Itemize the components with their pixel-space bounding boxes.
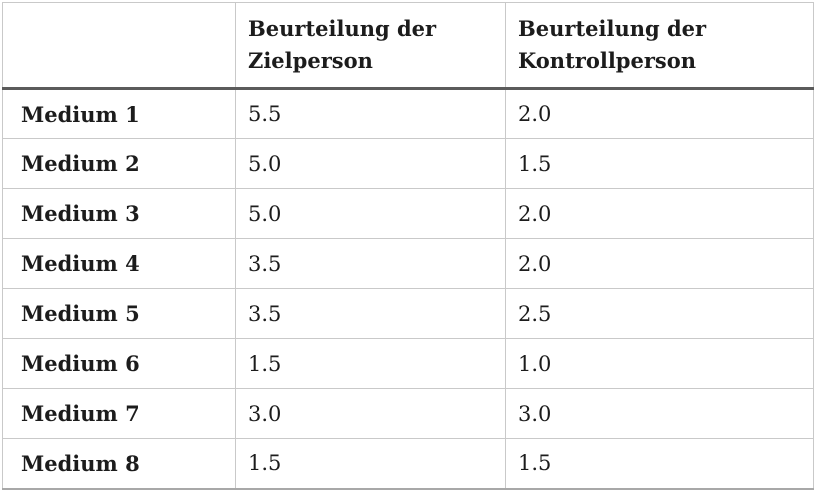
table-row: Medium 3 5.0 2.0 — [2, 188, 814, 239]
kontrollperson-value: 2.0 — [505, 238, 814, 289]
row-label: Medium 1 — [2, 88, 236, 139]
row-label: Medium 6 — [2, 338, 236, 389]
table-row: Medium 1 5.5 2.0 — [2, 88, 814, 139]
row-label: Medium 8 — [2, 438, 236, 489]
kontrollperson-value: 2.5 — [505, 288, 814, 339]
kontrollperson-value: 1.5 — [505, 438, 814, 489]
header-zielperson: Beurteilung der Zielperson — [235, 2, 506, 90]
kontrollperson-value: 3.0 — [505, 388, 814, 439]
zielperson-value: 5.0 — [235, 138, 506, 189]
header-kontrollperson: Beurteilung der Kontrollperson — [505, 2, 814, 90]
ratings-table-container: Beurteilung der Zielperson Beurteilung d… — [2, 2, 814, 490]
zielperson-value: 3.5 — [235, 238, 506, 289]
row-label: Medium 7 — [2, 388, 236, 439]
table-row: Medium 2 5.0 1.5 — [2, 138, 814, 189]
zielperson-value: 3.0 — [235, 388, 506, 439]
kontrollperson-value: 2.0 — [505, 88, 814, 139]
zielperson-value: 3.5 — [235, 288, 506, 339]
header-row: Beurteilung der Zielperson Beurteilung d… — [2, 2, 814, 90]
table-row: Medium 7 3.0 3.0 — [2, 388, 814, 439]
zielperson-value: 1.5 — [235, 338, 506, 389]
row-label: Medium 4 — [2, 238, 236, 289]
kontrollperson-value: 1.0 — [505, 338, 814, 389]
kontrollperson-value: 1.5 — [505, 138, 814, 189]
table-header: Beurteilung der Zielperson Beurteilung d… — [2, 2, 814, 90]
table-row: Medium 5 3.5 2.5 — [2, 288, 814, 339]
kontrollperson-value: 2.0 — [505, 188, 814, 239]
header-empty-cell — [2, 2, 236, 90]
table-row: Medium 4 3.5 2.0 — [2, 238, 814, 289]
row-label: Medium 2 — [2, 138, 236, 189]
zielperson-value: 5.5 — [235, 88, 506, 139]
row-label: Medium 5 — [2, 288, 236, 339]
zielperson-value: 5.0 — [235, 188, 506, 239]
row-label: Medium 3 — [2, 188, 236, 239]
table-row: Medium 8 1.5 1.5 — [2, 438, 814, 489]
table-row: Medium 6 1.5 1.0 — [2, 338, 814, 389]
ratings-table: Beurteilung der Zielperson Beurteilung d… — [2, 2, 814, 490]
zielperson-value: 1.5 — [235, 438, 506, 489]
table-body: Medium 1 5.5 2.0 Medium 2 5.0 1.5 Medium… — [2, 88, 814, 489]
